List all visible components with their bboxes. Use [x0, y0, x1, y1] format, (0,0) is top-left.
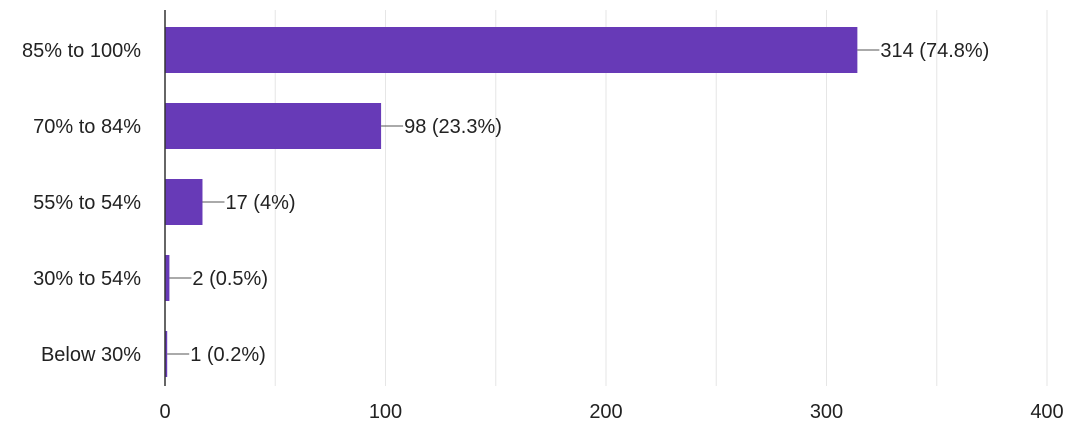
bar [165, 103, 382, 149]
data-label: 2 (0.5%) [192, 268, 268, 290]
bars: 314 (74.8%) 98 (23.3%) 17 (4%) 2 (0.5%) 1 (0… [165, 27, 989, 377]
category-label: 85% to 100% [22, 40, 141, 62]
x-tick-label: 400 [1030, 401, 1063, 423]
category-labels: 85% to 100% 70% to 84% 55% to 54% 30% to 54… [22, 40, 141, 366]
bar [165, 27, 858, 73]
data-label: 314 (74.8%) [880, 40, 989, 62]
category-label: 30% to 54% [33, 268, 141, 290]
x-tick-label: 200 [589, 401, 622, 423]
category-label: 55% to 54% [33, 192, 141, 214]
bar [165, 179, 203, 225]
bar [165, 331, 168, 377]
x-tick-label: 100 [369, 401, 402, 423]
category-label: 70% to 84% [33, 116, 141, 138]
x-tick-label: 300 [810, 401, 843, 423]
data-label: 17 (4%) [225, 192, 295, 214]
x-tick-labels: 0 100 200 300 400 [159, 401, 1063, 423]
bar [165, 255, 170, 301]
category-label: Below 30% [41, 344, 141, 366]
data-label: 1 (0.2%) [190, 344, 266, 366]
data-label: 98 (23.3%) [404, 116, 502, 138]
x-tick-label: 0 [159, 401, 170, 423]
